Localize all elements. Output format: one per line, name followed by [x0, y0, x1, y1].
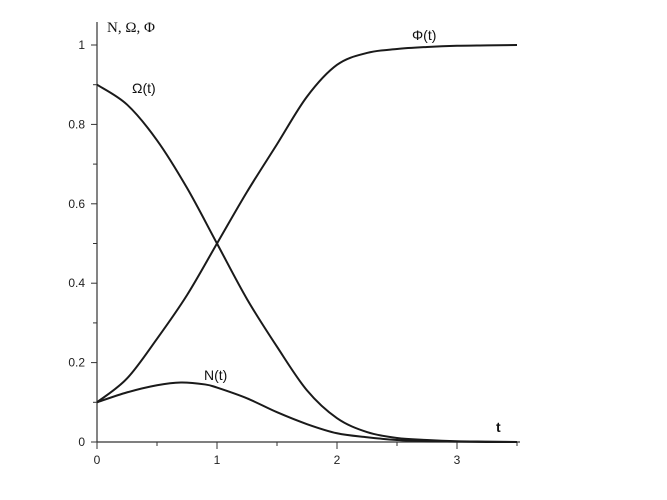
n-series-label: N(t) [204, 367, 227, 383]
y-tick-label: 0.6 [68, 197, 85, 211]
curves [96, 44, 518, 444]
omega-curve [96, 83, 518, 443]
phi-series-label: Φ(t) [412, 27, 436, 43]
y-tick-label: 0 [78, 435, 85, 449]
omega-series-label: Ω(t) [132, 80, 156, 96]
y-tick-label: 0.2 [68, 356, 85, 370]
y-axis-title: N, Ω, Φ [107, 20, 155, 36]
labels: 0 0.2 0.4 0.6 0.8 1 0 1 2 3 N, Ω, Φ t Φ(t) Ω(t) N(t) [68, 20, 501, 467]
y-tick-label: 1 [78, 38, 85, 52]
n-curve [96, 381, 518, 444]
y-tick-label: 0.4 [68, 276, 85, 290]
phi-curve [96, 44, 518, 404]
x-tick-label: 1 [214, 453, 221, 467]
y-tick-label: 0.8 [68, 117, 85, 131]
x-axis-title: t [496, 419, 501, 435]
x-tick-label: 3 [454, 453, 461, 467]
x-tick-label: 0 [94, 453, 101, 467]
x-tick-label: 2 [334, 453, 341, 467]
